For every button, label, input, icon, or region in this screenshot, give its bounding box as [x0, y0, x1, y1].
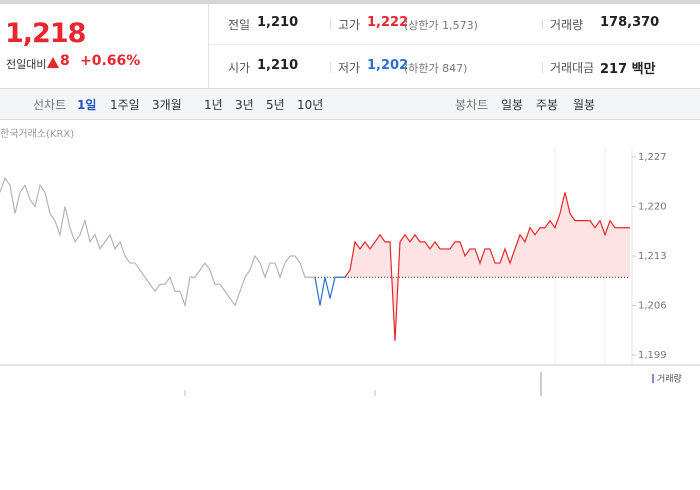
- change-pct: +0.66%: [80, 53, 141, 69]
- change-label: 전일대비: [6, 58, 47, 71]
- source: 한국거래소(KRX): [0, 128, 74, 140]
- chart: 한국거래소(KRX) 거래량 1,227 1,220 1,213 1,206 1,199: [0, 128, 700, 396]
- col-divider: [542, 19, 543, 30]
- stat-value: 1,222: [367, 15, 409, 30]
- up-arrow: [47, 57, 59, 68]
- stat-extra: (상한가 1,573): [404, 19, 478, 32]
- price-line: [0, 176, 315, 308]
- y-tick-label: 1,213: [638, 251, 667, 262]
- stat-value: 1,210: [257, 58, 299, 73]
- price: 1,218: [5, 18, 86, 49]
- col-divider: [330, 62, 331, 73]
- stat-value: 1,202: [367, 58, 409, 73]
- stat-value: 178,370: [600, 15, 660, 30]
- stat-label: 거래대금: [550, 61, 595, 75]
- price-box: 1,218 전일대비 8 +0.66%: [0, 4, 209, 88]
- col-divider: [542, 62, 543, 73]
- tab[interactable]: 월봉: [573, 98, 596, 112]
- tab[interactable]: 3개월: [152, 98, 182, 112]
- tab-bar: 선차트 1일 1주일 3개월 1년 3년 5년 10년 봉차트 일봉 주봉 월봉: [0, 88, 700, 120]
- tab[interactable]: 5년: [266, 98, 285, 112]
- tab[interactable]: 10년: [297, 98, 324, 112]
- stat-value: 217 백만: [600, 62, 656, 77]
- col-divider: [330, 19, 331, 30]
- tab[interactable]: 1일: [77, 98, 97, 112]
- y-tick-label: 1,206: [638, 301, 667, 312]
- y-tick-label: 1,220: [638, 202, 667, 213]
- quote-header: 1,218 전일대비 8 +0.66% 전일 1,210 고가 1,222 (상한가 1…: [0, 0, 700, 88]
- divider: [209, 44, 700, 45]
- tab[interactable]: 주봉: [536, 98, 559, 112]
- tab-group-label: 선차트: [33, 98, 67, 112]
- tab[interactable]: 3년: [235, 98, 254, 112]
- price-line: [314, 276, 345, 306]
- stat-value: 1,210: [257, 15, 299, 30]
- y-tick-label: 1,227: [638, 152, 667, 163]
- volume-legend-swatch: [652, 374, 654, 383]
- stat-label: 거래량: [550, 18, 584, 32]
- stat-label: 고가: [338, 18, 361, 32]
- stat-label: 저가: [338, 61, 361, 75]
- volume-legend: 거래량: [657, 373, 682, 385]
- stat-label: 시가: [228, 61, 251, 75]
- change: 8: [60, 53, 70, 69]
- y-tick-label: 1,199: [638, 350, 667, 361]
- tab-group-label: 봉차트: [455, 98, 489, 112]
- tab[interactable]: 일봉: [501, 98, 524, 112]
- area-fill: [345, 192, 630, 341]
- price-line: [344, 192, 630, 341]
- stat-label: 전일: [228, 18, 251, 32]
- tab[interactable]: 1년: [204, 98, 223, 112]
- stat-extra: (하한가 847): [404, 62, 468, 75]
- tab[interactable]: 1주일: [110, 98, 140, 112]
